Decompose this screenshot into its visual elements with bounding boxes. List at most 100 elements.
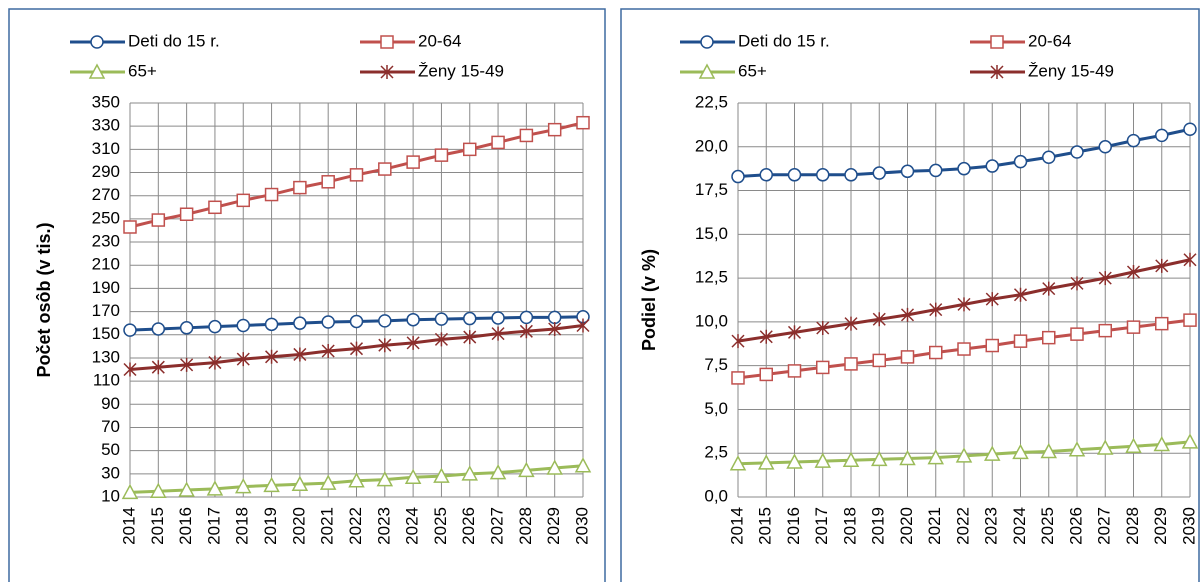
marker (491, 326, 505, 341)
x-tick-label: 2024 (403, 507, 422, 545)
marker (547, 122, 562, 137)
marker (759, 367, 773, 382)
marker (900, 350, 915, 364)
y-tick-label: 330 (92, 116, 120, 135)
marker (236, 193, 250, 208)
x-tick-label: 2025 (431, 507, 450, 545)
marker (844, 357, 858, 371)
x-tick-label: 2019 (869, 507, 888, 545)
marker (178, 481, 195, 497)
marker (731, 334, 745, 349)
y-tick-label: 70 (101, 417, 120, 436)
marker (293, 180, 307, 195)
x-tick-label: 2028 (516, 507, 535, 545)
x-tick-label: 2025 (1038, 507, 1057, 545)
y-tick-label: 7,5 (704, 355, 728, 374)
panel-frame (620, 8, 1200, 582)
y-tick-label: 30 (101, 463, 120, 482)
x-tick-label: 2026 (459, 507, 478, 545)
marker (206, 480, 224, 496)
marker (899, 449, 916, 466)
marker (1153, 435, 1171, 452)
marker (321, 315, 335, 329)
marker (208, 200, 222, 215)
marker (574, 457, 592, 473)
x-tick-label: 2021 (925, 507, 944, 545)
marker (1181, 433, 1199, 449)
marker (236, 352, 250, 367)
x-tick-label: 2016 (176, 507, 195, 545)
marker (151, 360, 165, 375)
x-tick-label: 2018 (233, 507, 252, 545)
x-tick-label: 2019 (261, 507, 280, 545)
marker (1012, 443, 1029, 460)
marker (265, 349, 279, 364)
marker (731, 169, 745, 184)
marker (150, 482, 167, 498)
x-tick-label: 2026 (1066, 507, 1085, 545)
marker (1042, 281, 1056, 296)
marker (1125, 437, 1142, 453)
marker (1155, 316, 1169, 331)
y-tick-label: 5,0 (704, 399, 728, 418)
x-tick-label: 2021 (318, 507, 337, 545)
marker (844, 316, 858, 331)
marker (406, 155, 420, 169)
marker (236, 318, 250, 333)
marker (463, 311, 477, 326)
marker (842, 451, 860, 467)
x-tick-label: 2018 (840, 507, 859, 545)
x-tick-label: 2030 (1179, 507, 1198, 545)
x-tick-label: 2015 (756, 507, 775, 545)
y-axis-title: Podiel (v %) (639, 249, 659, 351)
marker (404, 468, 422, 485)
marker (463, 330, 477, 345)
marker (519, 324, 533, 339)
marker (929, 345, 943, 360)
marker (461, 465, 479, 481)
marker (787, 364, 802, 378)
x-tick-label: 2023 (982, 507, 1001, 545)
marker (872, 312, 886, 327)
marker (1013, 287, 1028, 302)
marker (1126, 133, 1141, 148)
y-tick-label: 22,5 (695, 92, 728, 111)
marker (955, 447, 973, 463)
y-axis-title: Počet osôb (v tis.) (34, 222, 54, 377)
marker (349, 341, 364, 356)
marker (1013, 334, 1028, 348)
x-tick-label: 2029 (1151, 507, 1170, 545)
marker (1155, 258, 1169, 273)
marker (816, 360, 830, 375)
marker (293, 347, 307, 362)
y-tick-label: 17,5 (695, 180, 728, 199)
x-tick-label: 2027 (488, 507, 507, 545)
marker (208, 319, 222, 334)
y-tick-label: 150 (92, 324, 120, 343)
marker (264, 317, 279, 332)
marker (123, 362, 137, 377)
x-tick-label: 2017 (812, 507, 831, 545)
x-tick-label: 2020 (289, 507, 308, 545)
marker (757, 454, 775, 470)
marker (406, 335, 420, 350)
marker (576, 318, 590, 333)
marker (814, 452, 832, 468)
marker (1155, 128, 1169, 143)
legend-label: 65+ (738, 61, 767, 80)
y-tick-label: 270 (92, 185, 120, 204)
x-tick-label: 2023 (374, 507, 393, 545)
marker (378, 338, 392, 353)
x-tick-label: 2022 (346, 507, 365, 545)
legend-label: Ženy 15-49 (1028, 61, 1114, 80)
marker (844, 168, 858, 182)
x-tick-label: 2024 (1010, 507, 1029, 545)
marker (434, 148, 449, 162)
marker (787, 168, 802, 182)
marker (1126, 320, 1141, 334)
y-tick-label: 190 (92, 278, 120, 297)
marker (872, 166, 886, 180)
marker (349, 168, 364, 182)
y-tick-label: 10,0 (695, 311, 728, 330)
legend-label: 20-64 (1028, 31, 1071, 50)
